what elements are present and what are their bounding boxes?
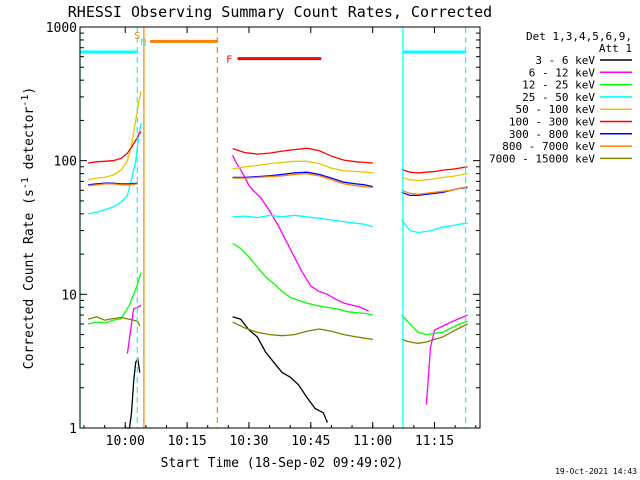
- series-25-50-kev-segment-3: [401, 219, 468, 234]
- x-tick-label-11-00: 11:00: [353, 434, 392, 449]
- legend-label-800-7000-kev: 800 - 7000 keV: [502, 140, 595, 153]
- legend-label-25-50-kev: 25 - 50 keV: [522, 91, 595, 104]
- y-axis-label-mid: detector: [22, 107, 37, 178]
- y-tick-label-1000: 1000: [46, 21, 77, 36]
- series-300-800-kev-segment-2: [232, 171, 373, 188]
- plot-frame: [79, 26, 481, 429]
- series-6-12-kev-segment-3: [425, 314, 468, 405]
- series-100-300-kev-segment-2: [232, 147, 373, 164]
- series-layer: [88, 91, 468, 429]
- series-800-7000-kev-segment-1: [88, 183, 138, 187]
- marker-label-n: N: [140, 37, 146, 48]
- legend-label-3-6-kev: 3 - 6 keV: [535, 54, 595, 67]
- series-12-25-kev-segment-3: [401, 314, 468, 336]
- y-axis-label-main: Corrected Count Rate (s: [22, 189, 37, 369]
- series-7000-15000-kev-segment-1: [88, 316, 141, 327]
- y-axis-label-end: ): [22, 87, 37, 95]
- series-6-12-kev-segment-1: [126, 304, 142, 354]
- series-800-7000-kev-segment-3: [401, 185, 468, 195]
- series-12-25-kev-segment-1: [88, 272, 142, 325]
- x-tick-label-10-00: 10:00: [106, 434, 145, 449]
- axis-ticks: 10:00 10:15 10:30 10:45 11:00 11:15 1 10 100 1000: [46, 21, 480, 449]
- marker-label-s: S: [134, 31, 140, 42]
- y-axis-label-exp2: -1: [20, 95, 31, 107]
- y-tick-label-100: 100: [54, 155, 77, 170]
- chart-title: RHESSI Observing Summary Count Rates, Co…: [68, 3, 492, 21]
- x-axis-label: Start Time (18-Sep-02 09:49:02): [161, 456, 404, 471]
- series-100-300-kev-segment-3: [401, 166, 468, 174]
- series-12-25-kev-segment-2: [232, 242, 373, 316]
- legend-header-line-1: Det 1,3,4,5,6,9,: [526, 30, 632, 43]
- y-tick-label-1: 1: [69, 422, 77, 437]
- series-25-50-kev-segment-2: [232, 214, 373, 228]
- legend-label-6-12-kev: 6 - 12 keV: [529, 66, 596, 79]
- marker-label-f: F: [226, 55, 232, 66]
- series-50-100-kev-segment-2: [232, 160, 373, 174]
- legend-label-300-800-kev: 300 - 800 keV: [509, 128, 595, 141]
- x-tick-label-10-30: 10:30: [229, 434, 268, 449]
- series-7000-15000-kev-segment-3: [401, 323, 468, 344]
- y-tick-label-10: 10: [61, 288, 77, 303]
- legend-label-100-300-kev: 100 - 300 keV: [509, 116, 595, 129]
- legend-label-12-25-kev: 12 - 25 keV: [522, 79, 595, 92]
- y-axis-label: Corrected Count Rate (s-1 detector-1): [20, 87, 37, 369]
- series-800-7000-kev-segment-2: [232, 172, 373, 189]
- series-7000-15000-kev-segment-2: [232, 321, 373, 341]
- series-50-100-kev-segment-3: [401, 172, 468, 182]
- generated-timestamp: 19-Oct-2021 14:43: [555, 467, 637, 476]
- series-300-800-kev-segment-1: [88, 182, 138, 186]
- series-6-12-kev-segment-2: [232, 154, 369, 312]
- x-tick-label-10-45: 10:45: [291, 434, 330, 449]
- y-axis-label-exp1: -1: [20, 177, 31, 189]
- x-tick-label-11-15: 11:15: [415, 434, 454, 449]
- x-tick-label-10-15: 10:15: [168, 434, 207, 449]
- legend-label-50-100-kev: 50 - 100 keV: [516, 103, 596, 116]
- legend-header-line-2: Att 1: [599, 42, 632, 55]
- legend-label-7000-15000-kev: 7000 - 15000 keV: [489, 152, 595, 165]
